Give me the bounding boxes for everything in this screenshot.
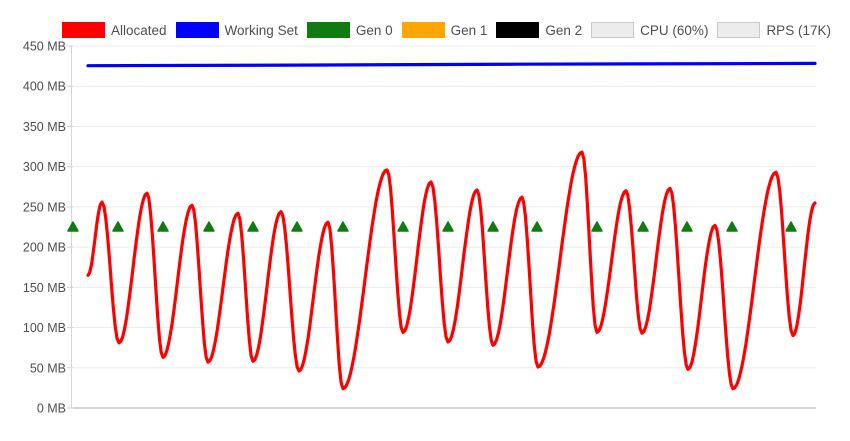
gen-0-marker [591,221,603,232]
gen-0-marker [681,221,693,232]
gen-0-marker [203,221,215,232]
legend-swatch-gen-1-icon [401,22,445,38]
gen-0-marker [337,221,349,232]
legend-item-label: Working Set [224,22,298,38]
chart-legend: Allocated Working Set Gen 0 Gen 1 Gen 2 CPU (… [62,21,831,39]
allocated-line [86,150,817,391]
gen-0-marker [487,221,499,232]
legend-swatch-rps-icon [717,22,761,38]
legend-swatch-cpu-icon [591,22,635,38]
y-axis-label: 300 MB [23,160,66,174]
legend-item-allocated[interactable]: Allocated [62,22,167,39]
legend-item-cpu[interactable]: CPU (60%) [591,22,708,39]
legend-swatch-gen-2-icon [496,22,540,38]
y-axis-label: 100 MB [23,321,66,335]
y-axis-label: 350 MB [23,120,66,134]
gen-0-marker [67,221,79,232]
legend-item-gen-0[interactable]: Gen 0 [306,22,393,39]
legend-item-working-set[interactable]: Working Set [175,22,298,39]
legend-swatch-working-set-icon [175,22,219,38]
legend-item-label: Gen 1 [450,22,488,38]
legend-item-label: Gen 2 [545,22,583,38]
y-axis-label: 0 MB [37,402,66,416]
gen-0-marker [112,221,124,232]
gen-0-marker [531,221,543,232]
gen-0-marker [442,221,454,232]
gen-0-marker [397,221,409,232]
gen-0-marker [157,221,169,232]
legend-item-rps[interactable]: RPS (17K) [717,22,831,39]
y-axis-label: 50 MB [30,361,66,375]
working-set-line [86,61,817,68]
y-axis-label: 200 MB [23,241,66,255]
y-axis-label: 400 MB [23,80,66,94]
gen-0-marker [726,221,738,232]
legend-item-label: CPU (60%) [640,22,709,38]
legend-item-label: Gen 0 [355,22,393,38]
y-axis-label: 450 MB [23,40,66,54]
legend-item-label: Allocated [111,22,167,38]
legend-item-gen-2[interactable]: Gen 2 [496,22,582,39]
legend-item-gen-1[interactable]: Gen 1 [401,22,488,39]
y-axis-label: 150 MB [23,281,66,295]
y-axis-label: 250 MB [23,200,66,214]
legend-swatch-gen-0-icon [306,22,350,38]
gen-0-marker [785,221,797,232]
gen-0-marker [247,221,259,232]
gen-0-marker [291,221,303,232]
legend-swatch-allocated-icon [62,22,105,38]
legend-item-label: RPS (17K) [766,22,831,38]
gen-0-marker [637,221,649,232]
